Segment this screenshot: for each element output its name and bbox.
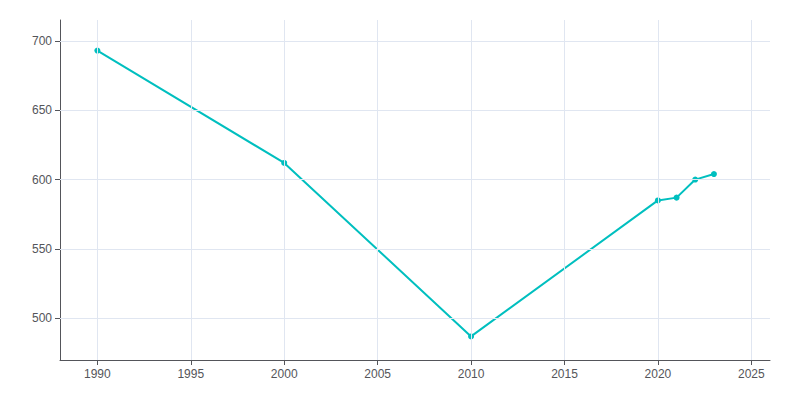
svg-text:2025: 2025 [738,367,765,381]
svg-text:2015: 2015 [551,367,578,381]
svg-text:550: 550 [32,242,52,256]
svg-text:500: 500 [32,311,52,325]
svg-text:1995: 1995 [177,367,204,381]
svg-text:2010: 2010 [458,367,485,381]
svg-text:600: 600 [32,173,52,187]
svg-text:2005: 2005 [364,367,391,381]
svg-text:2000: 2000 [271,367,298,381]
svg-text:1990: 1990 [84,367,111,381]
svg-text:2020: 2020 [645,367,672,381]
svg-text:700: 700 [32,34,52,48]
svg-text:650: 650 [32,103,52,117]
